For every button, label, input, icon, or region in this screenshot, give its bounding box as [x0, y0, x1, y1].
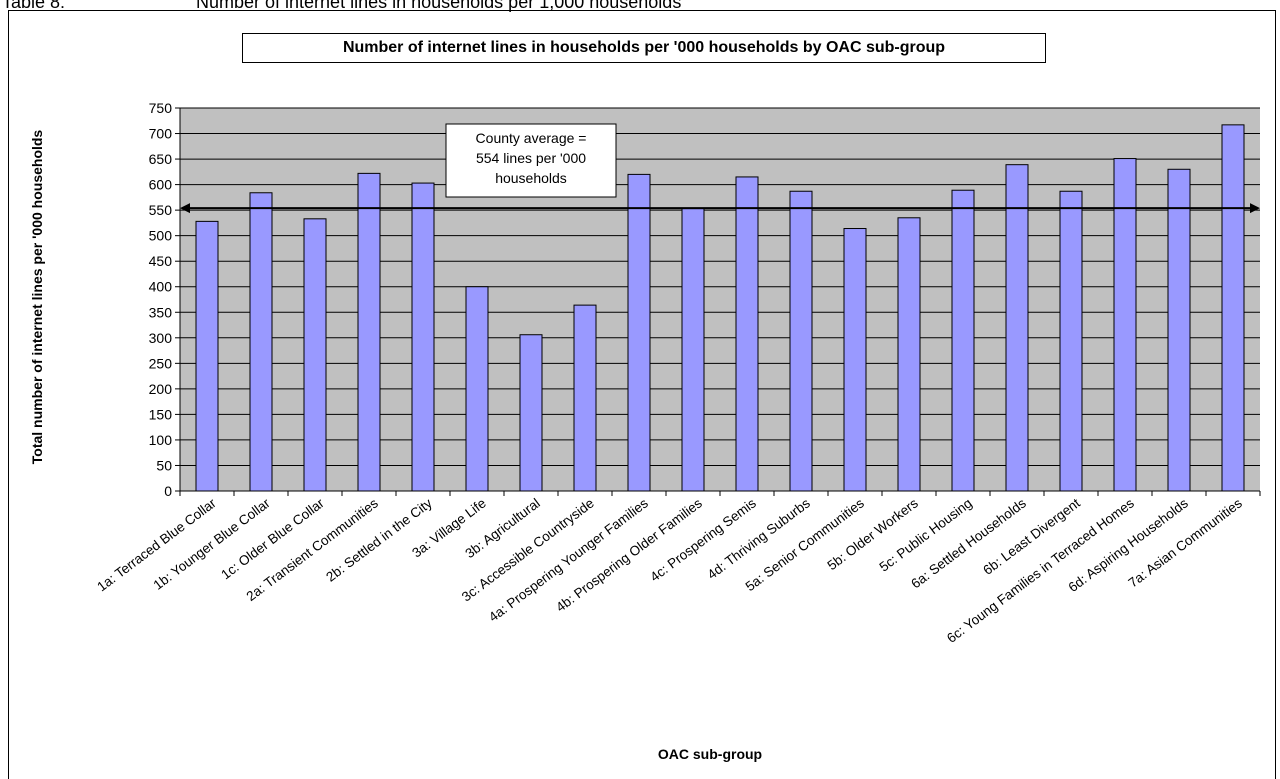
table-caption-text: Number of internet lines in households p…	[196, 0, 682, 12]
bar-6b	[1059, 190, 1083, 492]
bar-3b	[519, 334, 543, 492]
bar-1a	[195, 220, 219, 492]
y-axis-title: Total number of internet lines per '000 …	[29, 130, 45, 465]
bar-1b	[249, 192, 273, 492]
bar-5c	[951, 189, 975, 492]
reference-annotation-box	[445, 123, 617, 198]
bar-6a	[1005, 164, 1029, 492]
reference-annotation-text: County average =	[476, 130, 587, 146]
y-tick-label: 400	[149, 279, 173, 295]
bar-7a	[1221, 124, 1245, 492]
x-category-label: 4c: Prospering Semis	[647, 495, 759, 584]
x-category-label: 6c: Young Families in Terraced Homes	[944, 495, 1137, 646]
bar-1c	[303, 218, 327, 492]
bar-3a	[465, 286, 489, 492]
y-tick-label: 200	[149, 381, 173, 397]
y-tick-label: 500	[149, 228, 173, 244]
table-number: Table 8:	[2, 0, 66, 12]
reference-annotation-text: 554 lines per '000	[476, 150, 586, 166]
x-category-label: 5c: Public Housing	[876, 495, 974, 574]
plot-area	[180, 108, 1260, 491]
bar-4a	[627, 173, 651, 492]
y-tick-label: 50	[156, 457, 172, 473]
table-caption: Table 8: Number of internet lines in hou…	[0, 0, 1280, 12]
bar-4b	[681, 208, 705, 492]
arrow-right-icon	[1250, 203, 1260, 214]
y-tick-label: 750	[149, 100, 173, 116]
y-tick-label: 550	[149, 202, 173, 218]
chart-frame	[8, 10, 1276, 779]
bar-5b	[897, 217, 921, 492]
bars	[195, 124, 1245, 492]
x-category-label: 2b: Settled in the City	[323, 495, 435, 584]
y-tick-label: 250	[149, 355, 173, 371]
arrow-left-icon	[180, 203, 190, 214]
y-tick-label: 300	[149, 330, 173, 346]
bar-2b	[411, 182, 435, 492]
y-tick-label: 650	[149, 151, 173, 167]
x-category-label: 5b: Older Workers	[824, 495, 921, 573]
reference-annotation-text: households	[495, 170, 567, 186]
y-tick-label: 700	[149, 126, 173, 142]
y-tick-label: 100	[149, 432, 173, 448]
y-tick-label: 600	[149, 177, 173, 193]
y-tick-label: 150	[149, 406, 173, 422]
y-tick-label: 350	[149, 304, 173, 320]
bar-4c	[735, 176, 759, 492]
bar-6d	[1167, 168, 1191, 492]
x-category-label: 6b: Least Divergent	[980, 495, 1083, 578]
bar-5a	[843, 228, 867, 492]
y-tick-label: 450	[149, 253, 173, 269]
reference-line-group: County average = 554 lines per '000 househ…	[180, 123, 1260, 214]
chart-title: Number of internet lines in households p…	[242, 33, 1046, 63]
x-axis-title: OAC sub-group	[658, 746, 762, 762]
bar-3c	[573, 304, 597, 492]
bar-2a	[357, 172, 381, 492]
y-tick-label: 0	[164, 483, 172, 499]
bar-4d	[789, 190, 813, 492]
